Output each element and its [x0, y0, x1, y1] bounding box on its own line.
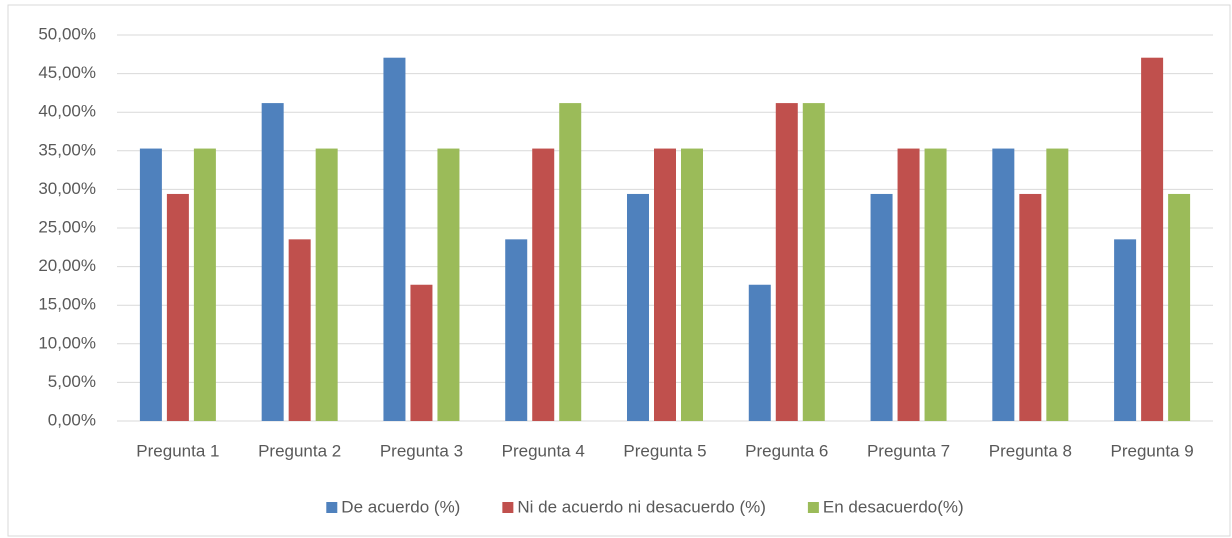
bar: [802, 103, 825, 422]
y-tick-label: 25,00%: [38, 217, 96, 236]
legend-swatch: [502, 502, 514, 513]
x-tick-label: Pregunta 6: [745, 441, 828, 460]
y-tick-label: 30,00%: [38, 179, 96, 198]
y-tick-label: 35,00%: [38, 140, 96, 159]
bar: [288, 239, 311, 421]
bar: [924, 148, 947, 421]
bar: [505, 239, 528, 421]
bar: [897, 148, 920, 421]
bar: [748, 284, 771, 421]
x-tick-label: Pregunta 4: [502, 441, 585, 460]
x-tick-label: Pregunta 9: [1111, 441, 1194, 460]
bar: [532, 148, 555, 421]
y-tick-label: 50,00%: [38, 24, 96, 43]
bar: [992, 148, 1015, 421]
bar: [1141, 57, 1164, 421]
bar: [681, 148, 703, 421]
bar: [1019, 193, 1042, 421]
y-tick-label: 40,00%: [38, 102, 96, 121]
y-tick-label: 0,00%: [48, 410, 96, 429]
bar: [410, 284, 433, 421]
y-tick-label: 20,00%: [38, 256, 96, 275]
bar: [166, 193, 189, 421]
legend-label: De acuerdo (%): [341, 497, 460, 516]
x-tick-label: Pregunta 7: [867, 441, 950, 460]
bar: [261, 103, 284, 422]
x-tick-label: Pregunta 3: [380, 441, 463, 460]
bar: [437, 148, 460, 421]
y-tick-label: 45,00%: [38, 63, 96, 82]
y-tick-label: 10,00%: [38, 333, 96, 352]
bar: [559, 103, 582, 422]
bar: [315, 148, 338, 421]
x-tick-label: Pregunta 1: [136, 441, 219, 460]
bar: [139, 148, 162, 421]
bar: [383, 57, 406, 421]
bar: [1046, 148, 1069, 421]
y-tick-label: 15,00%: [38, 295, 96, 314]
bar: [1114, 239, 1137, 421]
bar: [654, 148, 676, 421]
bar: [627, 193, 649, 421]
legend-swatch: [326, 502, 338, 513]
legend-label: Ni de acuerdo ni desacuerdo (%): [517, 497, 766, 516]
bar: [870, 193, 893, 421]
legend-label: En desacuerdo(%): [823, 497, 964, 516]
bar: [775, 103, 798, 422]
x-tick-label: Pregunta 2: [258, 441, 341, 460]
x-tick-label: Pregunta 5: [623, 441, 706, 460]
legend-swatch: [807, 502, 819, 513]
bar: [193, 148, 216, 421]
y-tick-label: 5,00%: [48, 372, 96, 391]
x-tick-label: Pregunta 8: [989, 441, 1072, 460]
bar: [1168, 193, 1191, 421]
